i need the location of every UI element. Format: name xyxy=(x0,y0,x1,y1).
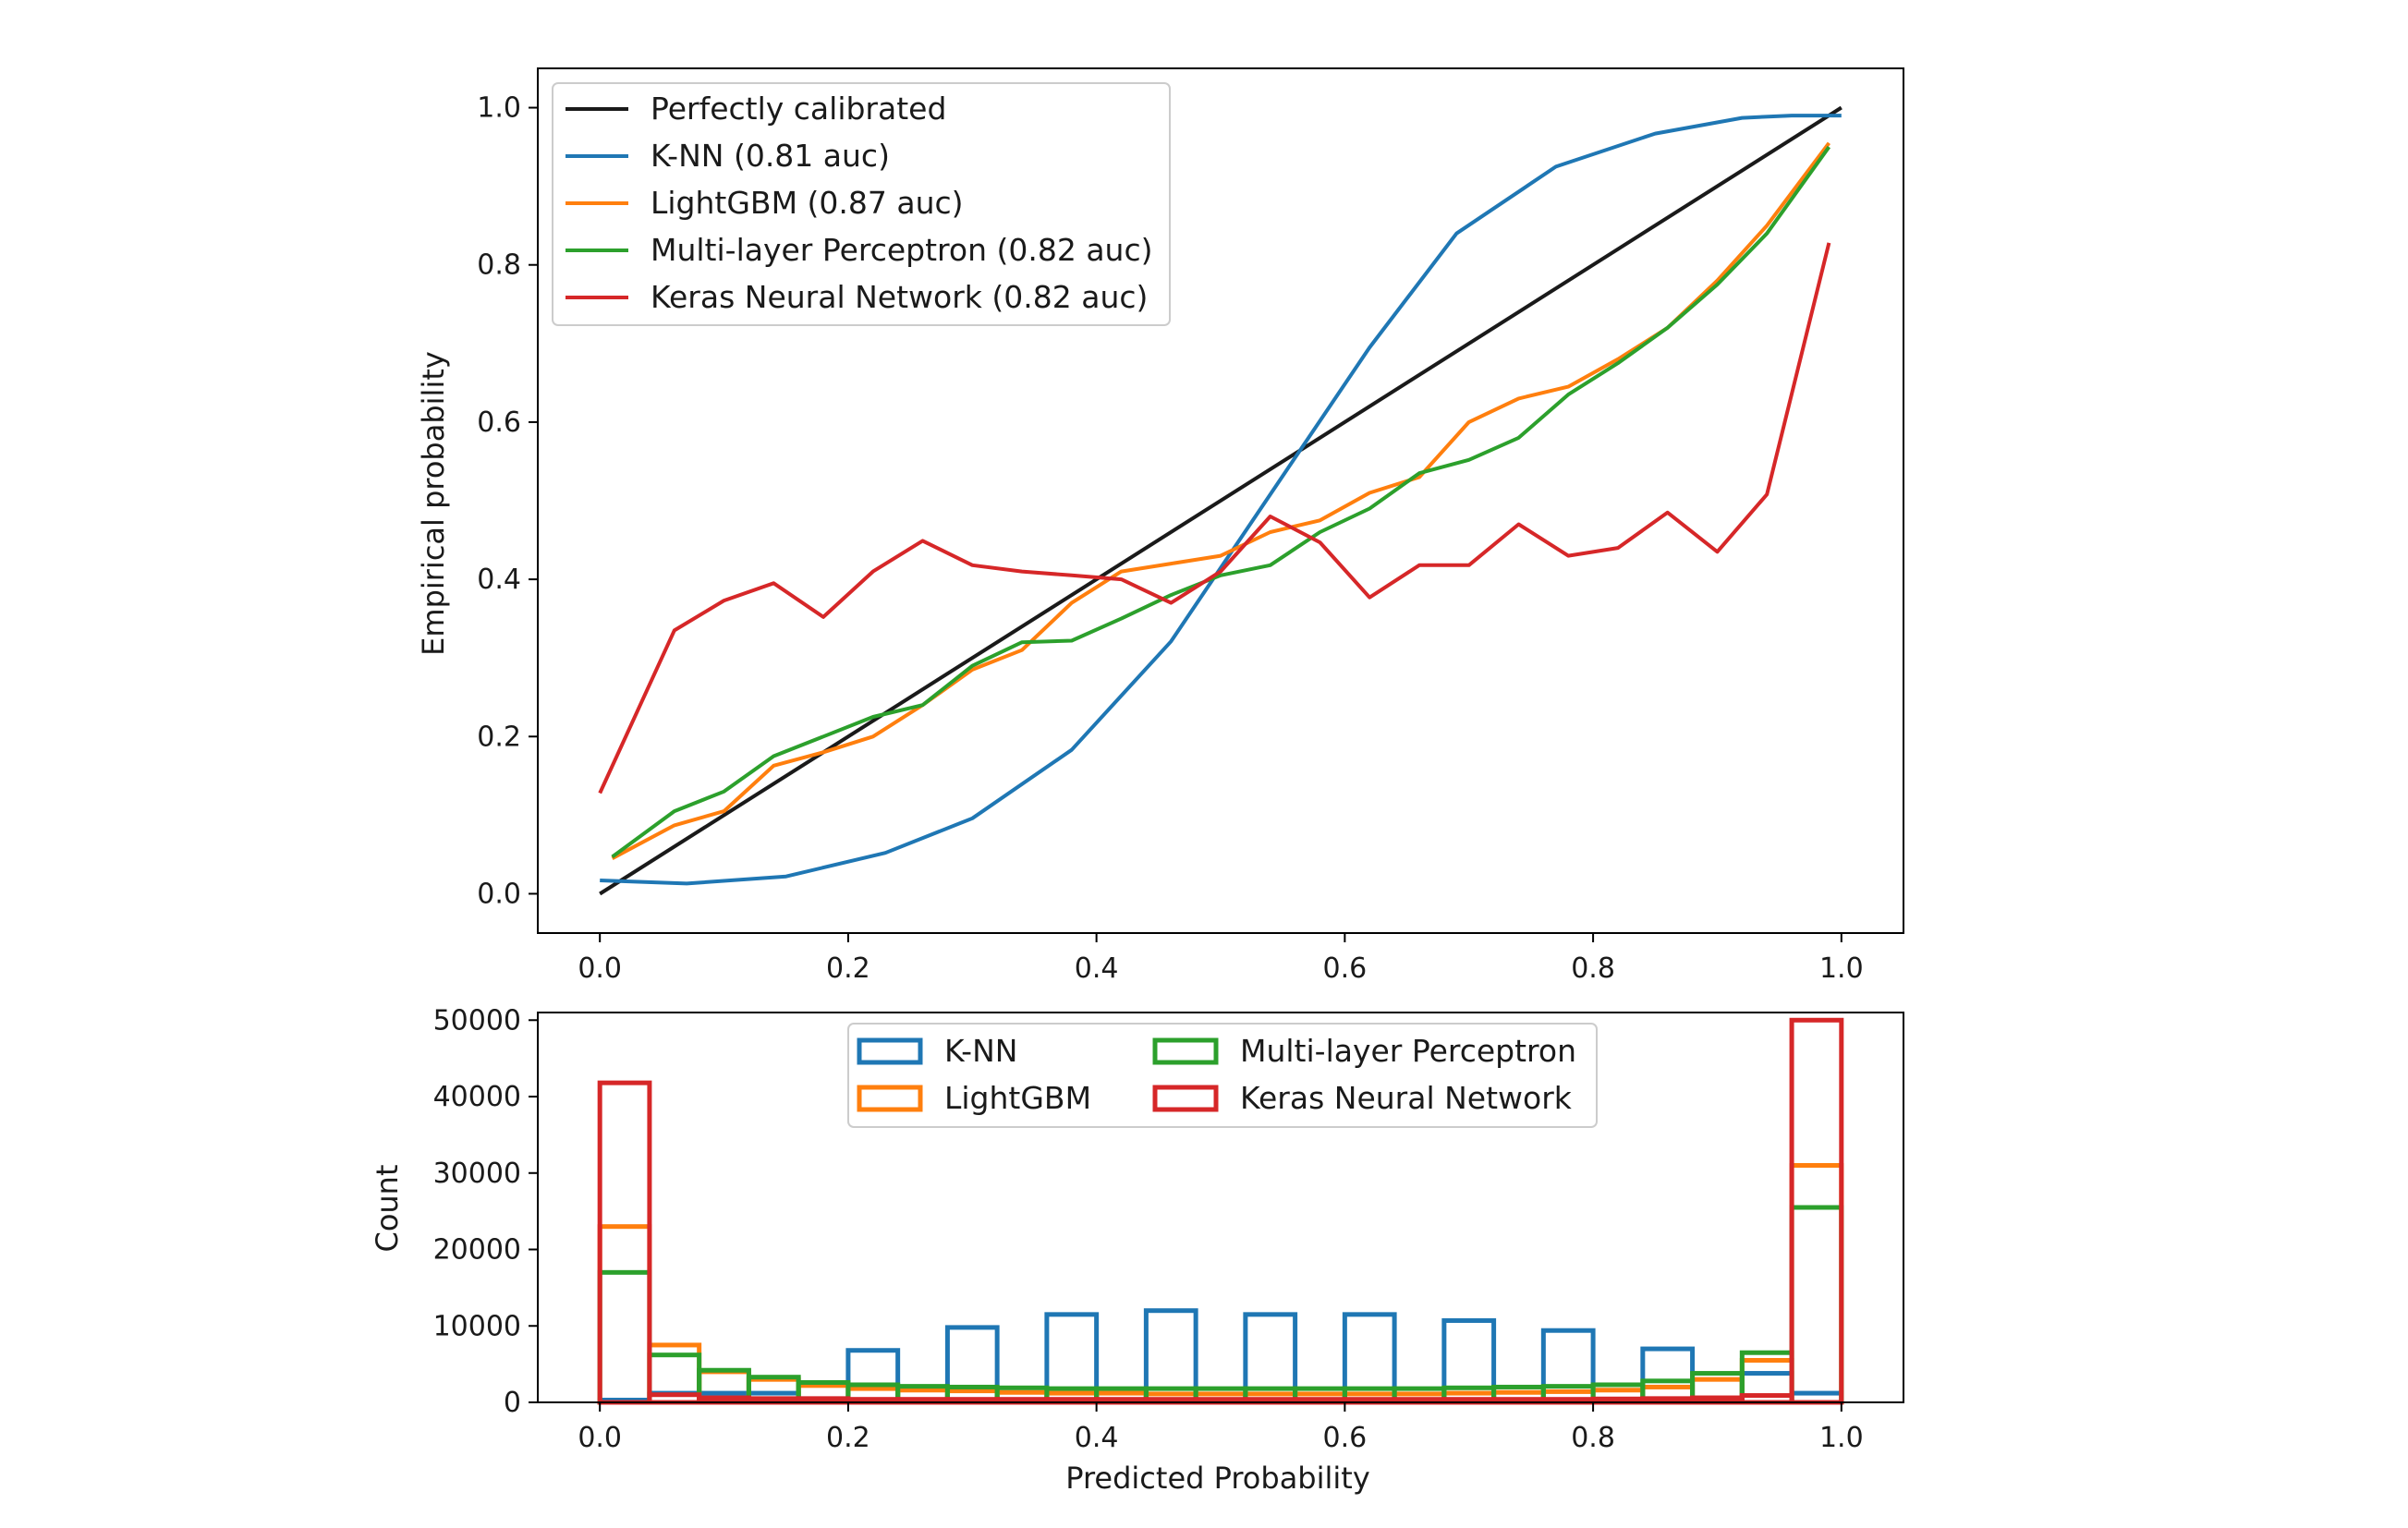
histogram-legend-swatch-mlp xyxy=(1152,1037,1219,1065)
calibration-x-tick-label: 1.0 xyxy=(1819,952,1864,985)
calibration-y-tick-label: 0.4 xyxy=(477,564,521,596)
histogram-legend: K-NN LightGBM Multi-layer Perceptron Keras … xyxy=(847,1023,1598,1128)
histogram-y-tick-label: 40000 xyxy=(433,1081,521,1113)
histogram-plot: 0.0 0.2 0.4 0.6 0.8 1.0 0 10000 20000 30000 40000… xyxy=(370,1004,1904,1496)
histogram-x-tick-label: 1.0 xyxy=(1819,1422,1864,1454)
calibration-line-perfect xyxy=(599,105,1842,896)
histogram-x-axis-label: Predicted Probability xyxy=(1065,1461,1370,1496)
histogram-y-tick-label: 10000 xyxy=(433,1310,521,1342)
calibration-legend-label-keras: Keras Neural Network (0.82 auc) xyxy=(651,279,1148,315)
histogram-x-tick-label: 0.0 xyxy=(578,1422,622,1454)
calibration-x-tick-label: 0.8 xyxy=(1571,952,1615,985)
calibration-line-lightgbm xyxy=(611,141,1830,860)
histogram-x-tick-label: 0.2 xyxy=(826,1422,870,1454)
histogram-legend-label-lightgbm: LightGBM xyxy=(944,1080,1091,1116)
calibration-x-tick-label: 0.2 xyxy=(826,952,870,985)
calibration-x-tick-label: 0.6 xyxy=(1323,952,1368,985)
histogram-legend-label-mlp: Multi-layer Perceptron xyxy=(1240,1033,1576,1069)
histogram-y-tick-label: 30000 xyxy=(433,1158,521,1190)
calibration-y-ticks: 0.0 0.2 0.4 0.6 0.8 1.0 xyxy=(477,92,538,910)
calibration-line-mlp xyxy=(611,145,1831,859)
calibration-y-tick-label: 0.8 xyxy=(477,249,521,282)
histogram-x-ticks: 0.0 0.2 0.4 0.6 0.8 1.0 xyxy=(578,1402,1864,1454)
calibration-y-axis-label: Empirical probability xyxy=(416,351,451,656)
calibration-x-tick-label: 0.0 xyxy=(578,952,622,985)
calibration-line-keras xyxy=(598,242,1831,794)
calibration-line-knn xyxy=(600,114,1842,886)
histogram-y-axis-label: Count xyxy=(370,1164,405,1252)
histogram-y-ticks: 0 10000 20000 30000 40000 50000 xyxy=(433,1004,538,1419)
calibration-legend: Perfectly calibrated K-NN (0.81 auc) Light… xyxy=(552,82,1171,326)
calibration-legend-label-perfect: Perfectly calibrated xyxy=(651,91,946,127)
calibration-y-tick-label: 0.2 xyxy=(477,721,521,753)
calibration-y-tick-label: 0.0 xyxy=(477,878,521,910)
calibration-x-tick-label: 0.4 xyxy=(1075,952,1119,985)
histogram-x-tick-label: 0.6 xyxy=(1323,1422,1368,1454)
calibration-legend-label-lightgbm: LightGBM (0.87 auc) xyxy=(651,185,964,221)
histogram-x-tick-label: 0.8 xyxy=(1571,1422,1615,1454)
histogram-x-tick-label: 0.4 xyxy=(1075,1422,1119,1454)
calibration-y-tick-label: 0.6 xyxy=(477,406,521,439)
calibration-y-tick-label: 1.0 xyxy=(477,92,521,125)
histogram-y-tick-label: 20000 xyxy=(433,1234,521,1267)
histogram-y-tick-label: 0 xyxy=(504,1387,521,1419)
calibration-legend-label-knn: K-NN (0.81 auc) xyxy=(651,138,890,174)
calibration-legend-label-mlp: Multi-layer Perceptron (0.82 auc) xyxy=(651,232,1153,268)
calibration-legend-box xyxy=(552,82,1171,326)
histogram-y-tick-label: 50000 xyxy=(433,1004,521,1037)
calibration-lines xyxy=(598,105,1842,896)
calibration-plot-frame xyxy=(537,67,1904,934)
histogram-legend-swatch-knn xyxy=(857,1037,923,1065)
histogram-plot-frame xyxy=(537,1012,1904,1403)
calibration-x-ticks: 0.0 0.2 0.4 0.6 0.8 1.0 xyxy=(578,933,1864,985)
histogram-legend-swatch-lightgbm xyxy=(857,1085,923,1112)
calibration-plot: 0.0 0.2 0.4 0.6 0.8 1.0 0.0 0.2 0.4 0.6 0.8 1.0 Em… xyxy=(416,67,1904,985)
histogram-legend-swatch-keras xyxy=(1152,1085,1219,1112)
histogram-legend-label-knn: K-NN xyxy=(944,1033,1017,1069)
histogram-legend-label-keras: Keras Neural Network xyxy=(1240,1080,1573,1116)
histogram-legend-box xyxy=(847,1023,1598,1128)
